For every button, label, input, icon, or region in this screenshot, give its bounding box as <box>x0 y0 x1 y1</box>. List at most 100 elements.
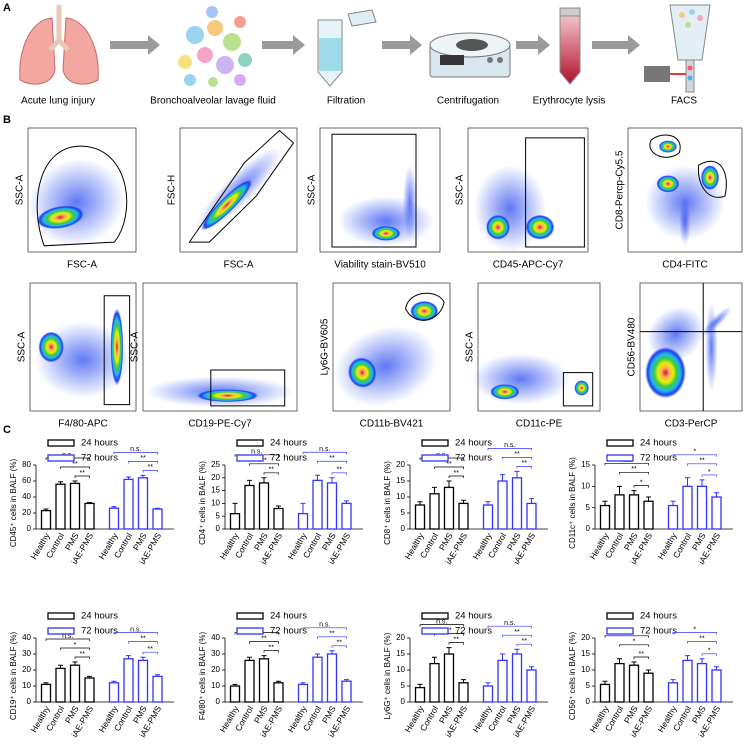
significance-label: ** <box>72 461 78 468</box>
significance-bracket <box>502 457 532 460</box>
error-bar <box>631 661 637 666</box>
legend-swatch <box>47 612 75 620</box>
bar <box>297 512 309 530</box>
y-tick-label: 80 <box>22 460 31 469</box>
significance-bracket <box>487 625 532 629</box>
y-axis-label: CD56-BV480 <box>627 317 638 376</box>
bar <box>108 507 120 530</box>
y-tick-label: 15 <box>396 649 405 658</box>
error-bar <box>631 490 637 495</box>
legend-label: 24 hours <box>270 438 307 449</box>
y-axis-label: SSC-A <box>130 331 141 362</box>
centrifuge-icon <box>429 32 511 78</box>
gate <box>331 133 417 248</box>
density-cloud <box>486 214 510 240</box>
y-tick-label: 25 <box>211 460 220 469</box>
bar <box>341 502 352 530</box>
error-bar <box>315 653 320 658</box>
legend-swatch <box>47 627 75 635</box>
error-bar <box>140 474 146 478</box>
y-axis-label: SSC-A <box>465 331 476 362</box>
significance-label: ** <box>639 651 645 658</box>
y-tick-label: 0 <box>216 524 221 533</box>
cells-icon <box>178 6 252 87</box>
error-bar <box>261 655 267 659</box>
y-axis-label: Ly6G-BV605 <box>320 318 331 375</box>
legend-label: 24 hours <box>81 438 118 449</box>
bar <box>458 502 469 530</box>
legend-swatch <box>421 454 449 462</box>
y-tick-label: 0 <box>586 524 591 533</box>
bar <box>696 662 708 703</box>
x-axis-label: F4/80-APC <box>58 419 107 430</box>
error-bar <box>714 492 719 497</box>
significance-bracket <box>672 632 717 635</box>
significance-label: n.s. <box>130 626 141 633</box>
significance-bracket <box>619 644 649 647</box>
y-tick-label: 10 <box>581 481 590 490</box>
y-tick-label: 0 <box>27 524 32 533</box>
y-tick-label: 20 <box>22 665 31 674</box>
significance-label: * <box>74 642 77 649</box>
significance-bracket <box>448 642 464 645</box>
significance-bracket <box>142 651 158 655</box>
legend-label: 24 hours <box>455 611 492 622</box>
y-axis-label: Ly6G⁺ cells in BALF (%) <box>383 632 392 719</box>
significance-label: n.s. <box>62 633 73 640</box>
bar <box>69 482 81 530</box>
bar <box>312 656 323 703</box>
error-bar <box>602 500 608 506</box>
significance-bracket <box>516 466 532 469</box>
significance-bracket <box>633 656 649 659</box>
x-axis-label: CD11c-PE <box>516 419 563 430</box>
flow-plots: SSC-A FSC-A FSC-H FSC-A SSC-A Viability stain… <box>15 127 743 430</box>
significance-bracket <box>633 485 649 488</box>
y-axis-label: SSC-A <box>17 331 28 362</box>
y-axis-label: CD8⁺ cells in BALF (%) <box>383 461 392 545</box>
significance-bracket <box>487 448 532 451</box>
flow-plot: SSC-A CD45-APC-Cy7 <box>455 127 589 271</box>
y-axis-label: SSC-A <box>15 174 26 205</box>
error-bar <box>670 679 676 683</box>
bar <box>443 486 455 530</box>
significance-label: ** <box>522 638 528 645</box>
significance-label: ** <box>140 635 146 642</box>
significance-bracket <box>249 463 279 466</box>
significance-label: * <box>693 449 696 456</box>
error-bar <box>300 682 306 685</box>
error-bar <box>344 500 349 504</box>
significance-label: ** <box>80 651 86 658</box>
error-bar <box>617 658 622 664</box>
error-bar <box>111 506 117 509</box>
error-bar <box>43 508 49 511</box>
y-tick-label: 5 <box>216 511 221 520</box>
bar <box>599 683 611 703</box>
significance-label: * <box>693 626 696 633</box>
error-bar <box>446 480 452 488</box>
flow-plot: SSC-A FSC-A <box>15 127 137 271</box>
significance-bracket <box>74 656 90 659</box>
bar <box>711 669 722 703</box>
error-bar <box>500 474 505 481</box>
significance-label: * <box>708 469 711 476</box>
bar <box>55 667 66 703</box>
error-bar <box>155 507 160 509</box>
gate <box>640 283 742 411</box>
bar <box>443 653 455 703</box>
filter-tube-icon <box>317 9 377 87</box>
lungs-icon <box>19 5 99 85</box>
bar <box>40 683 52 703</box>
error-bar <box>300 502 306 514</box>
panel-label: B <box>3 114 11 126</box>
error-bar <box>111 680 117 683</box>
error-bar <box>247 479 252 486</box>
significance-label: n.s. <box>436 618 447 625</box>
bar <box>326 653 338 703</box>
bar-charts: CD45⁺ cells in BALF (%) 0 20 40 60 80 24 hours… <box>9 438 733 739</box>
error-bar <box>529 498 534 504</box>
density-cloud <box>700 165 720 191</box>
legend-swatch <box>421 612 449 620</box>
significance-bracket <box>434 466 464 469</box>
